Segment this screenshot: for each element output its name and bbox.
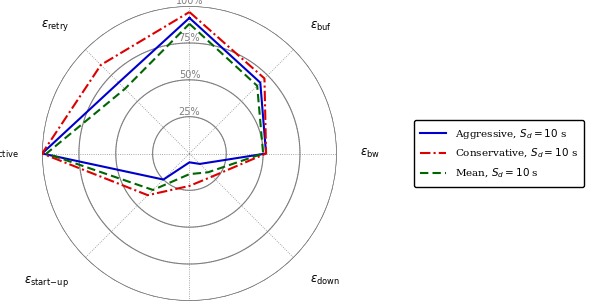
Legend: Aggressive, $S_d = 10$ s, Conservative, $S_d = 10$ s, Mean, $S_d = 10$ s: Aggressive, $S_d = 10$ s, Conservative, … bbox=[414, 120, 584, 187]
